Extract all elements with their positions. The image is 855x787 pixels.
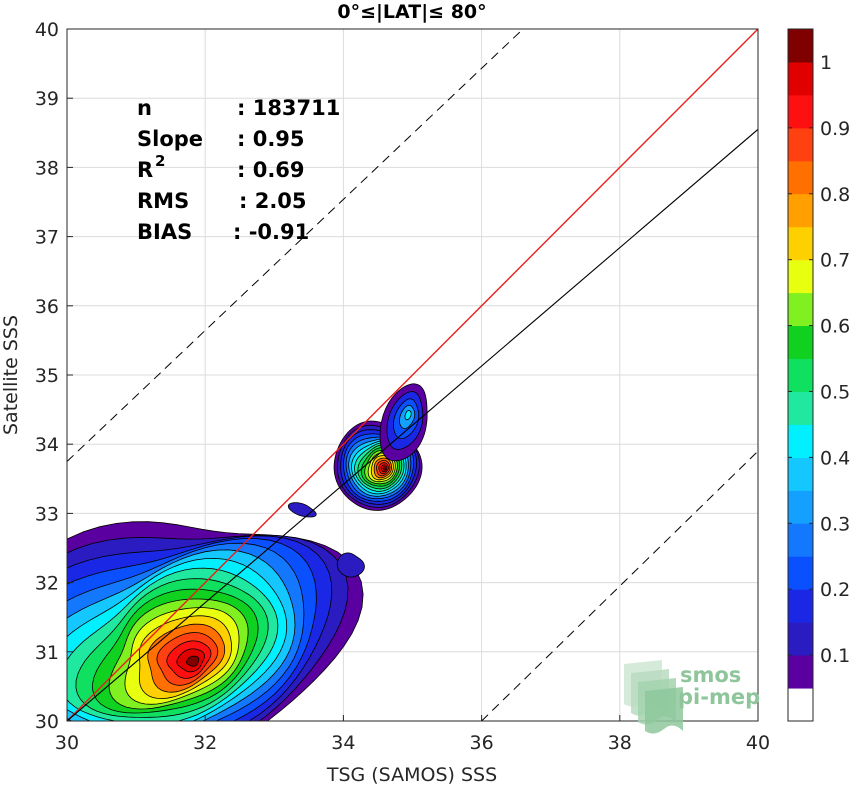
colorbar-band (788, 292, 813, 327)
logo-wave-layer (645, 687, 683, 734)
x-tick-label: 34 (331, 732, 355, 754)
x-tick-label: 40 (746, 732, 770, 754)
colorbar-band (788, 655, 813, 689)
colorbar-band (788, 391, 813, 425)
colorbar-tick-label: 0.4 (820, 447, 850, 469)
axes: 30 32 34 36 38 40 30 31 32 33 34 35 36 37 38 39 40 (35, 19, 770, 754)
colorbar-tick-label: 1 (820, 52, 832, 74)
colorbar-tick-label: 0.8 (820, 184, 850, 206)
colorbar-tick-label: 0.7 (820, 250, 850, 272)
colorbar-band (788, 259, 813, 294)
contour-level (404, 410, 412, 421)
colorbar-tick-label: 0.3 (820, 513, 850, 535)
stat-label: RMS (137, 189, 189, 213)
stat-label: n (137, 96, 152, 120)
x-tick-label: 38 (608, 732, 632, 754)
colorbar-band (788, 94, 813, 129)
colorbar-tick-label: 0.6 (820, 316, 850, 338)
y-tick-label: 39 (35, 88, 59, 110)
y-tick-label: 38 (35, 157, 59, 179)
x-tick-label: 36 (470, 732, 494, 754)
y-tick-label: 30 (35, 711, 59, 733)
y-tick-label: 32 (35, 573, 59, 595)
stat-value: : 2.05 (239, 189, 307, 213)
colorbar-band (788, 193, 813, 228)
stat-value: : 183711 (237, 96, 340, 120)
contour-level (382, 466, 387, 471)
envelope-dashed-line (481, 450, 758, 721)
colorbar-frame (787, 28, 814, 722)
colorbar-band (788, 589, 813, 623)
one-to-one-line (67, 29, 758, 721)
logo-text-pimep: pi-mep (678, 685, 760, 709)
colorbar-band (788, 424, 813, 458)
y-tick-label: 35 (35, 365, 59, 387)
y-tick-label: 34 (35, 434, 59, 456)
y-tick-label: 33 (35, 503, 59, 525)
stat-value: : -0.91 (233, 220, 309, 244)
statistics-annotation: n : 183711 Slope : 0.95 R 2 : 0.69 RMS : 2.05 BIA… (137, 96, 340, 244)
density-contours (67, 383, 428, 721)
contour-level (186, 655, 200, 667)
stat-label-superscript: 2 (155, 152, 165, 170)
stat-value: : 0.95 (237, 127, 305, 151)
colorbar: 0.1 0.2 0.3 0.4 0.5 0.6 0.7 0.8 0.9 1 (787, 28, 850, 722)
y-tick-label: 40 (35, 19, 59, 41)
logo-text-smos: smos (680, 663, 741, 687)
chart-title: 0°≤|LAT|≤ 80° (337, 1, 486, 23)
colorbar-band (788, 160, 813, 195)
colorbar-tick-label: 0.9 (820, 118, 850, 140)
colorbar-band (788, 457, 813, 491)
stat-label: BIAS (137, 220, 192, 244)
colorbar-band (788, 61, 813, 96)
colorbar-band (788, 358, 813, 392)
y-axis-label: Satellite SSS (0, 315, 22, 435)
colorbar-tick-label: 0.1 (820, 645, 850, 667)
x-tick-label: 32 (193, 732, 217, 754)
regression-line (67, 128, 758, 721)
colorbar-band (788, 325, 813, 360)
y-tick-label: 37 (35, 227, 59, 249)
y-tick-label: 31 (35, 642, 59, 664)
y-tick-label: 36 (35, 296, 59, 318)
colorbar-band (788, 226, 813, 261)
colorbar-tick-label: 0.2 (820, 579, 850, 601)
stat-label: R (137, 158, 153, 182)
colorbar-band (788, 523, 813, 557)
colorbar-band (788, 622, 813, 656)
x-axis-label: TSG (SAMOS) SSS (326, 764, 497, 786)
x-tick-label: 30 (55, 732, 79, 754)
reference-lines (67, 29, 758, 721)
stat-value: : 0.69 (237, 158, 305, 182)
stat-label: Slope (137, 127, 203, 151)
colorbar-band (788, 29, 813, 63)
colorbar-tick-label: 0.5 (820, 381, 850, 403)
colorbar-band (788, 490, 813, 524)
colorbar-band (788, 688, 813, 722)
colorbar-band (788, 127, 813, 162)
contour-patch (336, 552, 365, 578)
colorbar-band (788, 556, 813, 590)
